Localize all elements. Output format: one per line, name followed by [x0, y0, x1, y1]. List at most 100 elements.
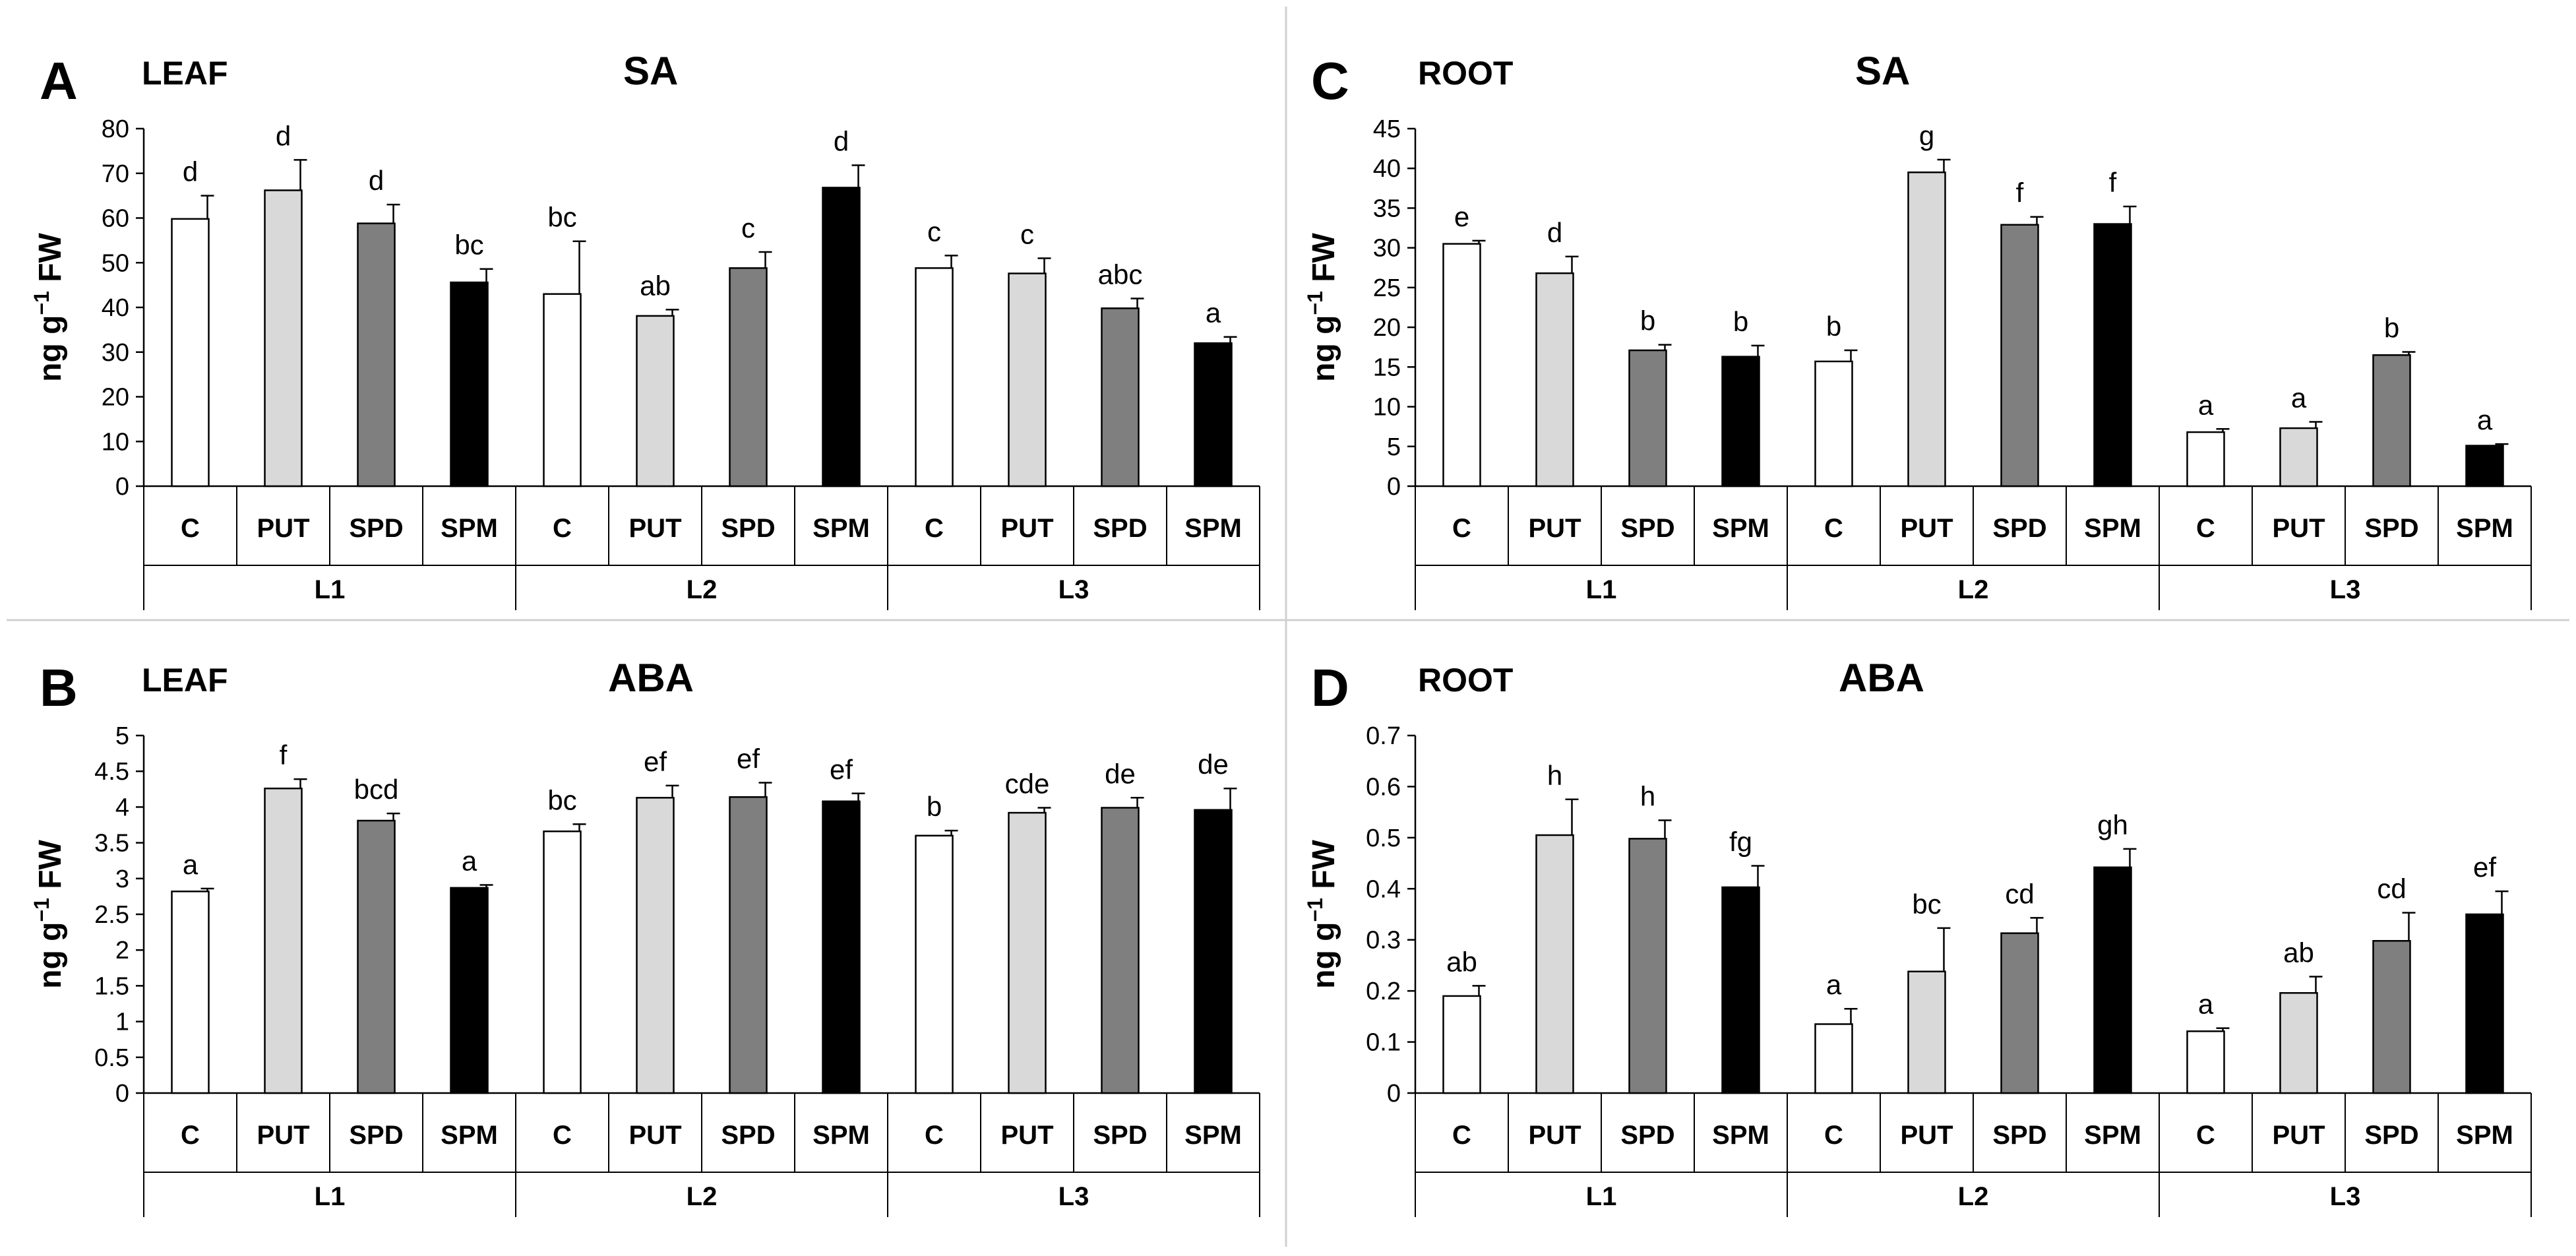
significance-letter: b: [2384, 312, 2399, 343]
y-tick-label: 10: [102, 428, 129, 456]
x-group-label: L2: [687, 1182, 718, 1211]
bar-l3-put: [2279, 427, 2318, 487]
y-axis-label-suffix: FW: [1306, 839, 1341, 898]
significance-letter: bc: [547, 784, 576, 815]
y-axis-label: ng g−1 FW: [30, 232, 68, 381]
y-tick-label: 40: [102, 294, 129, 322]
bar-l2-spd: [729, 267, 768, 487]
y-tick-label: 70: [102, 160, 129, 188]
x-category-label: PUT: [1901, 514, 1953, 543]
y-tick-label: 45: [1373, 115, 1401, 143]
panel-letter: C: [1311, 51, 1349, 110]
significance-letter: ef: [2473, 852, 2496, 883]
x-category-label: C: [181, 514, 200, 543]
y-tick-label: 20: [102, 384, 129, 412]
x-group-label: L1: [315, 575, 346, 604]
y-tick-label: 80: [102, 115, 129, 143]
y-axis-label-main: ng g: [33, 315, 68, 382]
y-tick-label: 5: [115, 722, 129, 750]
significance-letter: ab: [1446, 946, 1477, 977]
significance-letter: g: [1919, 120, 1934, 151]
x-category-label: PUT: [2273, 514, 2325, 543]
x-group-label: L2: [1958, 575, 1989, 604]
y-tick-label: 60: [102, 205, 129, 233]
bar-l1-spm: [450, 887, 489, 1094]
bar-l3-c: [2186, 1030, 2225, 1094]
bar-l2-spm: [2093, 223, 2132, 487]
y-tick-label: 20: [1373, 314, 1401, 342]
significance-letter: c: [1020, 218, 1034, 249]
y-tick-label: 0: [115, 473, 129, 501]
tissue-label: LEAF: [142, 662, 228, 699]
y-axis-label-sup: −1: [30, 898, 53, 922]
y-tick-label: 50: [102, 249, 129, 277]
significance-letter: d: [276, 120, 291, 151]
significance-letter: gh: [2097, 809, 2128, 840]
significance-letter: d: [1547, 217, 1562, 248]
bar-l3-c: [915, 267, 954, 487]
chart-title: SA: [623, 49, 678, 93]
x-category-label: SPD: [1992, 514, 2046, 543]
x-category-label: SPD: [2364, 1121, 2418, 1150]
x-category-label: PUT: [629, 1121, 682, 1150]
bar-l3-spd: [2372, 940, 2411, 1094]
x-category-label: PUT: [257, 1121, 310, 1150]
x-category-label: C: [1452, 514, 1471, 543]
bar-l3-spd: [1101, 307, 1140, 487]
bar-l1-put: [264, 787, 303, 1094]
significance-letter: de: [1105, 758, 1136, 789]
x-category-label: C: [553, 514, 572, 543]
bar-l2-c: [1814, 1023, 1853, 1094]
x-group-label: L3: [1058, 1182, 1089, 1211]
bar-l1-c: [171, 218, 210, 487]
panel-letter: B: [40, 658, 78, 717]
y-tick-label: 0.6: [1366, 773, 1401, 801]
y-axis-label-main: ng g: [1306, 922, 1341, 989]
bar-l2-spd: [729, 796, 768, 1094]
significance-letter: bc: [1912, 889, 1941, 920]
significance-letter: d: [369, 165, 384, 196]
significance-letter: e: [1454, 201, 1469, 232]
significance-letter: a: [183, 849, 199, 880]
panel-b: B LEAF ABA ng g−1 FW 0 0.5 1 1.5 2 2.5 3 3.5 4 4.5 5 L1…: [30, 656, 1260, 1217]
x-category-label: SPD: [721, 514, 775, 543]
x-group-label: L1: [1586, 575, 1617, 604]
y-tick-label: 0: [1387, 473, 1401, 501]
y-tick-label: 1.5: [94, 972, 129, 1000]
x-group-label: L1: [315, 1182, 346, 1211]
bar-l2-spm: [822, 800, 861, 1094]
y-axis-label-sup: −1: [1303, 898, 1327, 922]
x-category-label: C: [925, 1121, 944, 1150]
significance-letter: ef: [830, 754, 853, 785]
significance-letter: abc: [1098, 259, 1143, 290]
significance-letter: bcd: [354, 774, 399, 805]
bar-l2-put: [636, 315, 675, 487]
x-category-label: PUT: [1529, 1121, 1581, 1150]
significance-letter: ef: [737, 743, 760, 774]
y-tick-label: 35: [1373, 195, 1401, 222]
bar-l2-spd: [2000, 932, 2039, 1094]
x-category-label: C: [181, 1121, 200, 1150]
significance-letter: b: [1826, 311, 1841, 342]
significance-letter: a: [1206, 298, 1221, 329]
y-tick-label: 4: [115, 794, 129, 821]
x-category-label: SPM: [2456, 514, 2513, 543]
panel-letter: A: [40, 51, 78, 110]
significance-letter: a: [2477, 404, 2493, 435]
x-category-label: SPD: [1992, 1121, 2046, 1150]
x-category-label: C: [1824, 514, 1843, 543]
x-group-label: L1: [1586, 1182, 1617, 1211]
y-axis-label: ng g−1 FW: [1303, 839, 1341, 988]
significance-letter: a: [2198, 989, 2214, 1020]
y-axis-label-main: ng g: [1306, 315, 1341, 382]
x-group-label: L2: [687, 575, 718, 604]
significance-letter: c: [741, 212, 755, 243]
bar-l3-put: [1008, 272, 1047, 487]
bar-l1-spd: [357, 222, 396, 487]
y-tick-label: 0.5: [1366, 825, 1401, 852]
significance-letter: c: [927, 216, 941, 247]
y-tick-label: 0.2: [1366, 978, 1401, 1005]
x-category-label: C: [925, 514, 944, 543]
y-tick-label: 2.5: [94, 901, 129, 929]
